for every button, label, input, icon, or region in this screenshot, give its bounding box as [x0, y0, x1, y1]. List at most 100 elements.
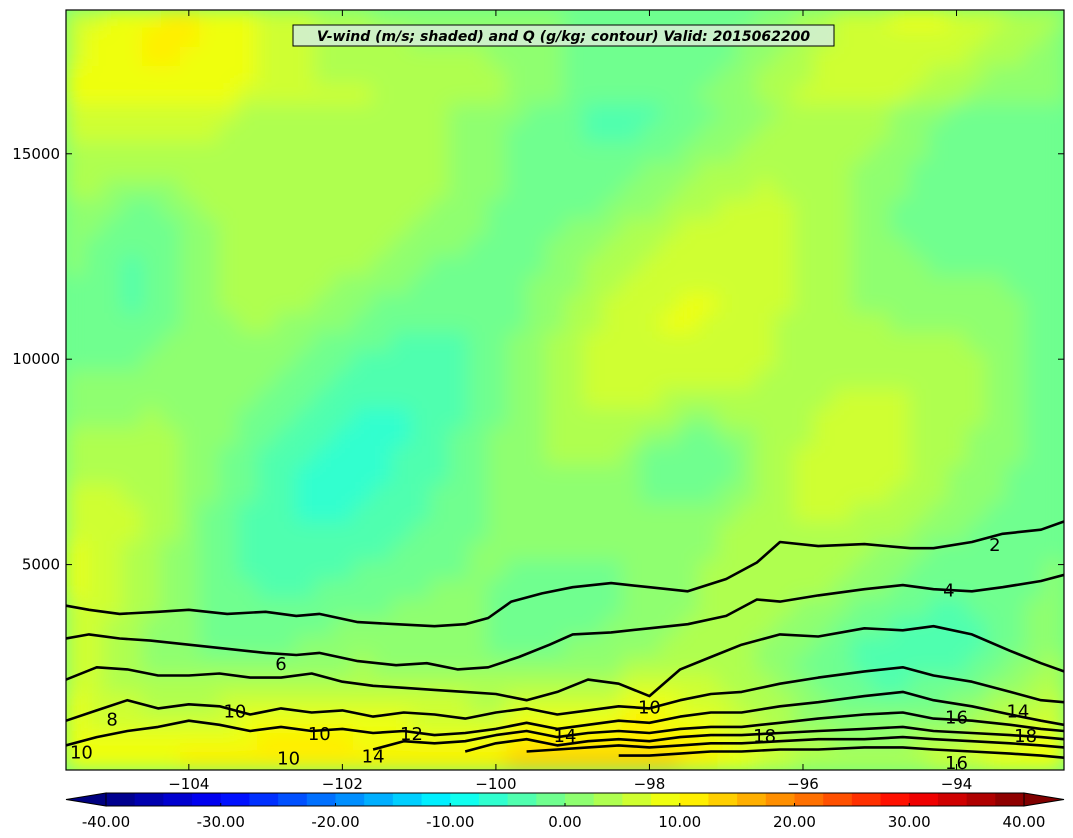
- field-cell: [256, 256, 279, 277]
- field-cell: [851, 66, 874, 87]
- field-cell: [391, 218, 413, 239]
- field-cell: [448, 47, 471, 68]
- field-cell: [84, 28, 106, 49]
- y-tick-label: 10000: [12, 350, 60, 368]
- field-cell: [967, 389, 989, 410]
- field-cell: [256, 731, 279, 752]
- field-cell: [295, 142, 317, 163]
- field-cell: [84, 218, 106, 239]
- field-cell: [602, 541, 624, 562]
- field-cell: [525, 655, 547, 676]
- field-cell: [122, 674, 144, 695]
- field-cell: [813, 408, 835, 429]
- field-cell: [84, 427, 106, 448]
- field-cell: [544, 617, 566, 638]
- field-cell: [352, 579, 375, 600]
- field-cell: [794, 47, 816, 68]
- field-cell: [871, 484, 893, 505]
- field-cell: [487, 180, 509, 201]
- field-cell: [986, 579, 1008, 600]
- field-cell: [659, 85, 682, 106]
- field-cell: [352, 731, 375, 752]
- field-cell: [621, 332, 643, 353]
- field-cell: [276, 180, 298, 201]
- field-cell: [314, 446, 336, 467]
- field-cell: [180, 161, 202, 182]
- field-cell: [794, 370, 816, 391]
- field-cell: [1005, 332, 1027, 353]
- field-cell: [372, 427, 394, 448]
- field-cell: [794, 408, 816, 429]
- field-cell: [794, 636, 816, 657]
- field-cell: [967, 484, 989, 505]
- field-cell: [410, 218, 432, 239]
- field-cell: [679, 256, 701, 277]
- field-cell: [755, 66, 778, 87]
- field-cell: [160, 522, 183, 543]
- field-cell: [256, 218, 279, 239]
- field-cell: [410, 617, 432, 638]
- field-cell: [66, 750, 87, 770]
- field-cell: [986, 370, 1008, 391]
- field-cell: [1005, 560, 1027, 581]
- colorbar-bin: [507, 793, 537, 806]
- field-cell: [180, 85, 202, 106]
- field-cell: [909, 313, 931, 334]
- field-cell: [103, 427, 125, 448]
- field-cell: [602, 142, 624, 163]
- field-cell: [160, 674, 183, 695]
- field-cell: [928, 142, 950, 163]
- field-cell: [640, 104, 662, 125]
- field-cell: [717, 161, 739, 182]
- field-cell: [103, 294, 125, 315]
- field-cell: [736, 161, 758, 182]
- field-cell: [141, 123, 163, 144]
- field-cell: [947, 750, 970, 770]
- field-cell: [679, 560, 701, 581]
- field-cell: [237, 484, 259, 505]
- colorbar-bin: [995, 793, 1025, 806]
- field-cell: [986, 47, 1008, 68]
- field-cell: [871, 636, 893, 657]
- field-cell: [986, 256, 1008, 277]
- field-cell: [468, 560, 490, 581]
- field-cell: [218, 294, 240, 315]
- field-cell: [967, 313, 989, 334]
- field-cell: [909, 294, 931, 315]
- field-cell: [602, 674, 624, 695]
- field-cell: [698, 104, 720, 125]
- field-cell: [448, 598, 471, 619]
- field-cell: [717, 218, 739, 239]
- field-cell: [986, 28, 1008, 49]
- field-cell: [525, 598, 547, 619]
- field-cell: [468, 503, 490, 524]
- field-cell: [1005, 66, 1027, 87]
- field-cell: [391, 294, 413, 315]
- field-cell: [525, 541, 547, 562]
- field-cell: [1005, 256, 1027, 277]
- field-cell: [410, 294, 432, 315]
- field-cell: [468, 522, 490, 543]
- field-cell: [295, 199, 317, 220]
- field-cell: [160, 47, 183, 68]
- field-cell: [775, 484, 797, 505]
- field-cell: [947, 294, 970, 315]
- colorbar-bin: [851, 793, 882, 806]
- field-cell: [84, 351, 106, 372]
- field-cell: [141, 256, 163, 277]
- field-cell: [986, 142, 1008, 163]
- field-cell: [410, 370, 432, 391]
- field-cell: [602, 693, 624, 714]
- field-cell: [122, 579, 144, 600]
- field-cell: [352, 408, 375, 429]
- field-cell: [103, 560, 125, 581]
- field-cell: [909, 541, 931, 562]
- field-cell: [410, 598, 432, 619]
- field-cell: [487, 275, 509, 296]
- field-cell: [237, 579, 259, 600]
- field-cell: [659, 237, 682, 258]
- field-cell: [679, 465, 701, 486]
- field-cell: [659, 47, 682, 68]
- field-cell: [141, 750, 163, 770]
- field-cell: [928, 636, 950, 657]
